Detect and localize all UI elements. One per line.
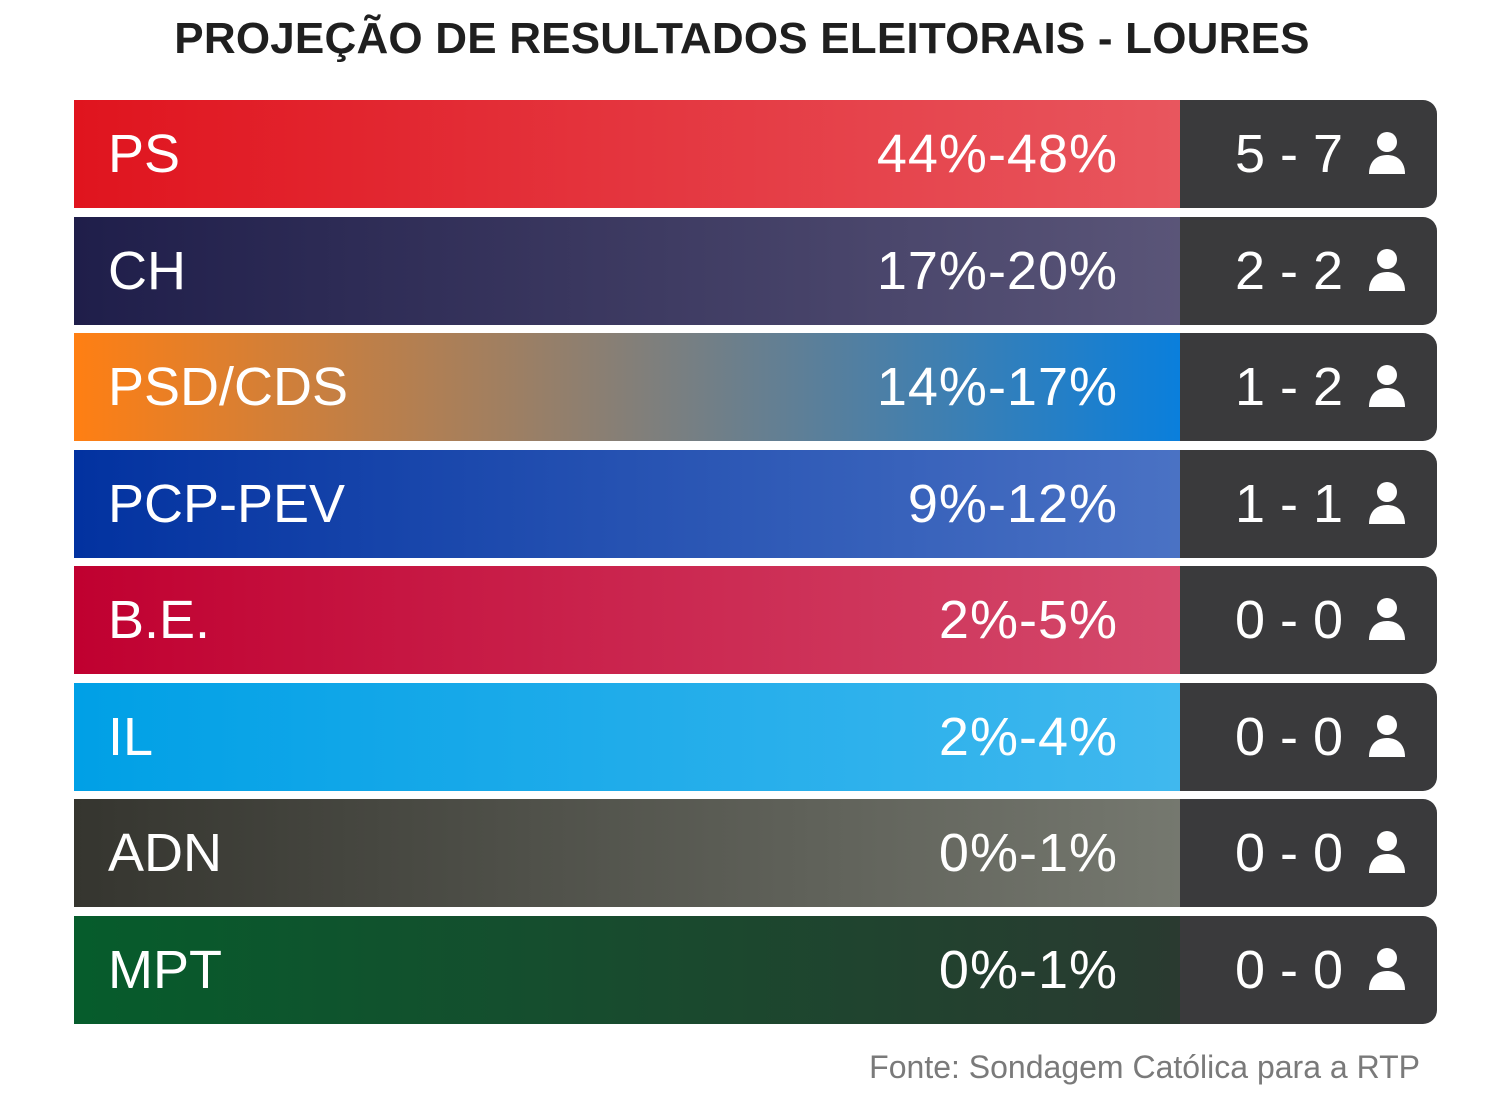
seats-range: 0 - 0 — [1234, 590, 1343, 650]
table-row: PCP-PEV 9%-12% 1 - 1 — [74, 449, 1437, 558]
seats-range: 2 - 2 — [1234, 240, 1343, 301]
vote-range: 44%-48% — [876, 124, 1118, 184]
vote-range: 17%-20% — [876, 240, 1118, 301]
results-table: PS 44%-48% 5 - 7 CH 17%-20% 2 - 2 PSD/CDS 14%-1… — [74, 100, 1437, 1024]
chart-title: PROJEÇÃO DE RESULTADOS ELEITORAIS - LOUR… — [174, 14, 1310, 63]
party-name: IL — [108, 706, 154, 767]
person-icon — [1369, 831, 1405, 873]
seats-cell: 2 - 2 — [1180, 216, 1437, 325]
table-row: PSD/CDS 14%-17% 1 - 2 — [74, 333, 1437, 441]
seats-cell: 0 - 0 — [1180, 682, 1437, 791]
seats-cell: 5 - 7 — [1180, 100, 1437, 208]
party-bar: PCP-PEV 9%-12% — [74, 449, 1180, 558]
table-row: B.E. 2%-5% 0 - 0 — [74, 566, 1437, 674]
party-bar: CH 17%-20% — [74, 216, 1180, 325]
vote-range: 0%-1% — [938, 823, 1118, 883]
person-icon — [1369, 132, 1405, 174]
party-bar: PSD/CDS 14%-17% — [74, 333, 1180, 441]
party-name: CH — [108, 240, 186, 301]
table-row: CH 17%-20% 2 - 2 — [74, 216, 1437, 325]
vote-range: 14%-17% — [876, 357, 1118, 417]
vote-range: 9%-12% — [907, 473, 1118, 534]
party-name: B.E. — [108, 590, 211, 650]
party-bar: IL 2%-4% — [74, 682, 1180, 791]
seats-range: 0 - 0 — [1234, 823, 1343, 883]
person-icon — [1369, 481, 1405, 524]
person-icon — [1369, 248, 1405, 291]
table-row: ADN 0%-1% 0 - 0 — [74, 799, 1437, 907]
person-icon — [1369, 714, 1405, 757]
party-bar: MPT 0%-1% — [74, 915, 1180, 1024]
party-bar: PS 44%-48% — [74, 100, 1180, 208]
party-bar: B.E. 2%-5% — [74, 566, 1180, 674]
seats-range: 0 - 0 — [1234, 939, 1343, 1000]
party-name: MPT — [108, 939, 222, 1000]
seats-cell: 1 - 2 — [1180, 333, 1437, 441]
seats-range: 5 - 7 — [1234, 124, 1343, 184]
person-icon — [1369, 947, 1405, 990]
vote-range: 2%-5% — [938, 590, 1118, 650]
party-name: PSD/CDS — [108, 357, 349, 417]
seats-cell: 1 - 1 — [1180, 449, 1437, 558]
vote-range: 2%-4% — [938, 706, 1118, 767]
source-note: Fonte: Sondagem Católica para a RTP — [869, 1049, 1420, 1085]
seats-range: 0 - 0 — [1234, 706, 1343, 767]
table-row: MPT 0%-1% 0 - 0 — [74, 915, 1437, 1024]
seats-range: 1 - 1 — [1234, 473, 1343, 534]
party-name: PS — [108, 124, 181, 184]
party-name: ADN — [108, 823, 223, 883]
seats-range: 1 - 2 — [1234, 357, 1343, 417]
person-icon — [1369, 365, 1405, 407]
vote-range: 0%-1% — [938, 939, 1118, 1000]
seats-cell: 0 - 0 — [1180, 915, 1437, 1024]
table-row: IL 2%-4% 0 - 0 — [74, 682, 1437, 791]
party-name: PCP-PEV — [108, 473, 346, 534]
seats-cell: 0 - 0 — [1180, 799, 1437, 907]
party-bar: ADN 0%-1% — [74, 799, 1180, 907]
seats-cell: 0 - 0 — [1180, 566, 1437, 674]
person-icon — [1369, 598, 1405, 640]
table-row: PS 44%-48% 5 - 7 — [74, 100, 1437, 208]
